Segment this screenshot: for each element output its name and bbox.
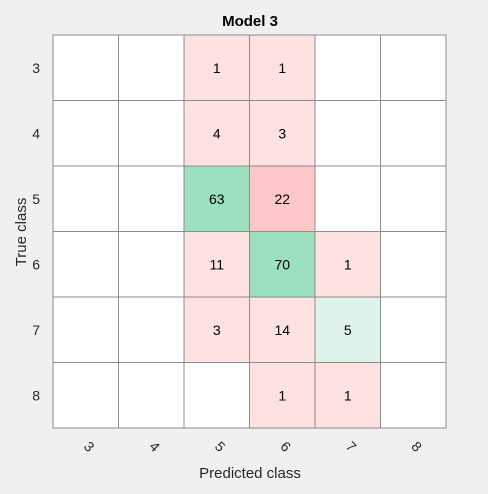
matrix-cell — [118, 165, 185, 232]
matrix-cell — [52, 165, 119, 232]
matrix-cell — [118, 296, 185, 363]
x-axis-label: Predicted class — [199, 465, 301, 482]
cell-value: 3 — [278, 125, 286, 141]
matrix-cell — [118, 100, 185, 167]
matrix-cell — [314, 100, 381, 167]
matrix-cell — [52, 231, 119, 298]
matrix-cell — [183, 362, 250, 429]
matrix-cell — [183, 100, 250, 167]
cell-value: 63 — [209, 191, 225, 207]
matrix-cell — [380, 231, 447, 298]
chart-title: Model 3 — [222, 13, 278, 30]
y-tick-label: 7 — [32, 322, 40, 338]
cell-value: 4 — [213, 125, 221, 141]
matrix-cell — [314, 231, 381, 298]
matrix-cell — [314, 165, 381, 232]
matrix-cell — [314, 34, 381, 101]
matrix-cell — [249, 362, 316, 429]
matrix-cell — [118, 362, 185, 429]
y-tick-label: 8 — [32, 387, 40, 403]
matrix-cell — [380, 296, 447, 363]
cell-value: 1 — [344, 256, 352, 272]
matrix-cell — [52, 296, 119, 363]
matrix-cell — [118, 34, 185, 101]
matrix-cell — [314, 296, 381, 363]
matrix-cell — [52, 34, 119, 101]
y-tick-label: 5 — [32, 191, 40, 207]
y-axis-label: True class — [13, 198, 30, 267]
matrix-cell — [183, 34, 250, 101]
matrix-cell — [380, 165, 447, 232]
y-tick-label: 3 — [32, 60, 40, 76]
matrix-cell — [52, 362, 119, 429]
matrix-cell — [380, 100, 447, 167]
y-tick-label: 4 — [32, 125, 40, 141]
cell-value: 14 — [274, 322, 290, 338]
cell-value: 3 — [213, 322, 221, 338]
matrix-cell — [118, 231, 185, 298]
cell-value: 1 — [278, 60, 286, 76]
y-tick-label: 6 — [32, 256, 40, 272]
matrix-cell — [249, 34, 316, 101]
cell-value: 70 — [274, 256, 290, 272]
matrix-cell — [183, 231, 250, 298]
cell-value: 1 — [213, 60, 221, 76]
cell-value: 1 — [278, 387, 286, 403]
matrix-cell — [380, 34, 447, 101]
matrix-cell — [52, 100, 119, 167]
cell-value: 1 — [344, 387, 352, 403]
cell-value: 22 — [274, 191, 290, 207]
y-tick-labels: 3 4 5 6 7 8 — [32, 60, 40, 404]
cell-value: 11 — [209, 256, 224, 272]
matrix-cell — [183, 296, 250, 363]
cell-value: 5 — [344, 322, 352, 338]
matrix-cell — [380, 362, 447, 429]
matrix-cell — [314, 362, 381, 429]
matrix-cell — [249, 231, 316, 298]
